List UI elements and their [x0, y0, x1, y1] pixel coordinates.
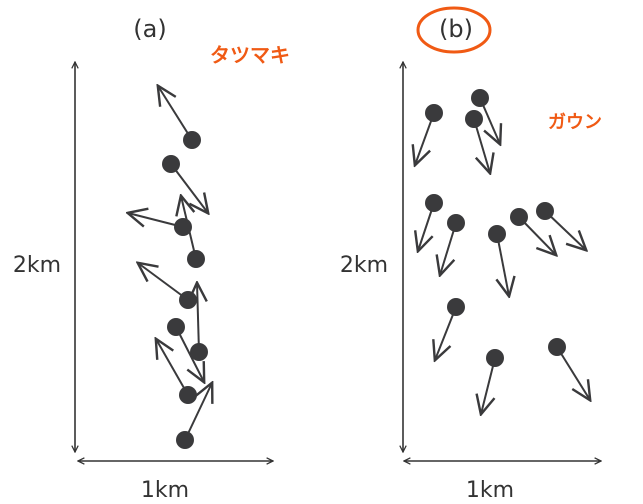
velocity-arrow [497, 233, 509, 296]
velocity-arrow [170, 163, 208, 213]
panel-a-particle-2 [162, 155, 208, 213]
velocity-arrow [473, 118, 490, 173]
velocity-arrow [158, 86, 193, 141]
particle-dot [447, 214, 465, 232]
particle-dot [162, 155, 180, 173]
panel-b-width-label: 1km [466, 478, 514, 503]
particle-dot [471, 89, 489, 107]
panel-b-particle-5 [440, 214, 465, 275]
particle-dot [486, 349, 504, 367]
panel-b-height-label: 2km [340, 253, 388, 278]
particle-dot [548, 338, 566, 356]
particle-dot [176, 431, 194, 449]
particle-dot [179, 386, 197, 404]
velocity-arrow [156, 339, 189, 396]
panel-b: (b) 2km 1km ガウン [340, 6, 602, 503]
particle-dot [488, 225, 506, 243]
velocity-arrow [415, 112, 435, 165]
panel-a-width-label: 1km [141, 478, 189, 503]
particle-dot [425, 104, 443, 122]
panel-a-particle-1 [158, 86, 201, 149]
velocity-arrow [481, 357, 496, 414]
velocity-arrow [184, 383, 212, 441]
panel-b-particle-7 [510, 208, 556, 255]
velocity-arrow [556, 346, 590, 400]
panel-b-label: (b) [439, 15, 473, 43]
particle-dot [465, 110, 483, 128]
panel-b-circle-mark [416, 6, 492, 54]
panel-a-particle-7 [190, 283, 208, 361]
particle-dot [425, 194, 443, 212]
panel-a-particle-5 [138, 263, 197, 309]
particle-dot [190, 343, 208, 361]
panel-a-annotation: タツマキ [210, 43, 290, 67]
panel-b-particle-8 [536, 202, 586, 250]
panel-b-particle-9 [435, 298, 465, 360]
panel-b-annotation: ガウン [548, 112, 602, 133]
particle-dot [510, 208, 528, 226]
velocity-arrow [440, 222, 457, 275]
panel-a-particle-6 [167, 318, 204, 382]
panel-b-particle-10 [481, 349, 504, 414]
panel-a-particle-8 [156, 339, 197, 404]
velocity-arrow [128, 213, 184, 228]
velocity-arrow [544, 210, 586, 250]
velocity-arrow [197, 283, 199, 353]
panel-a: (a) 2km 1km タツマキ [13, 15, 290, 503]
panel-a-particle-4 [181, 196, 205, 268]
panel-b-particle-1 [415, 104, 443, 165]
panel-b-particle-11 [548, 338, 590, 400]
panel-b-particles [415, 89, 590, 414]
particle-dot [183, 131, 201, 149]
panel-a-particle-3 [128, 213, 192, 236]
particle-dot [536, 202, 554, 220]
panel-b-particle-6 [488, 225, 509, 296]
particle-dot [179, 291, 197, 309]
panel-b-particle-3 [465, 110, 490, 173]
panel-a-label: (a) [133, 15, 166, 43]
velocity-arrow [175, 326, 204, 382]
panel-a-particle-9 [176, 383, 212, 449]
panel-a-particles [128, 86, 212, 449]
particle-dot [167, 318, 185, 336]
velocity-arrow [181, 196, 197, 260]
panel-a-height-label: 2km [13, 253, 61, 278]
velocity-arrow [138, 263, 189, 301]
panel-b-particle-4 [418, 194, 443, 251]
velocity-arrow [435, 306, 457, 360]
particle-dot [187, 250, 205, 268]
particle-dot [447, 298, 465, 316]
panel-b-particle-2 [471, 89, 500, 144]
